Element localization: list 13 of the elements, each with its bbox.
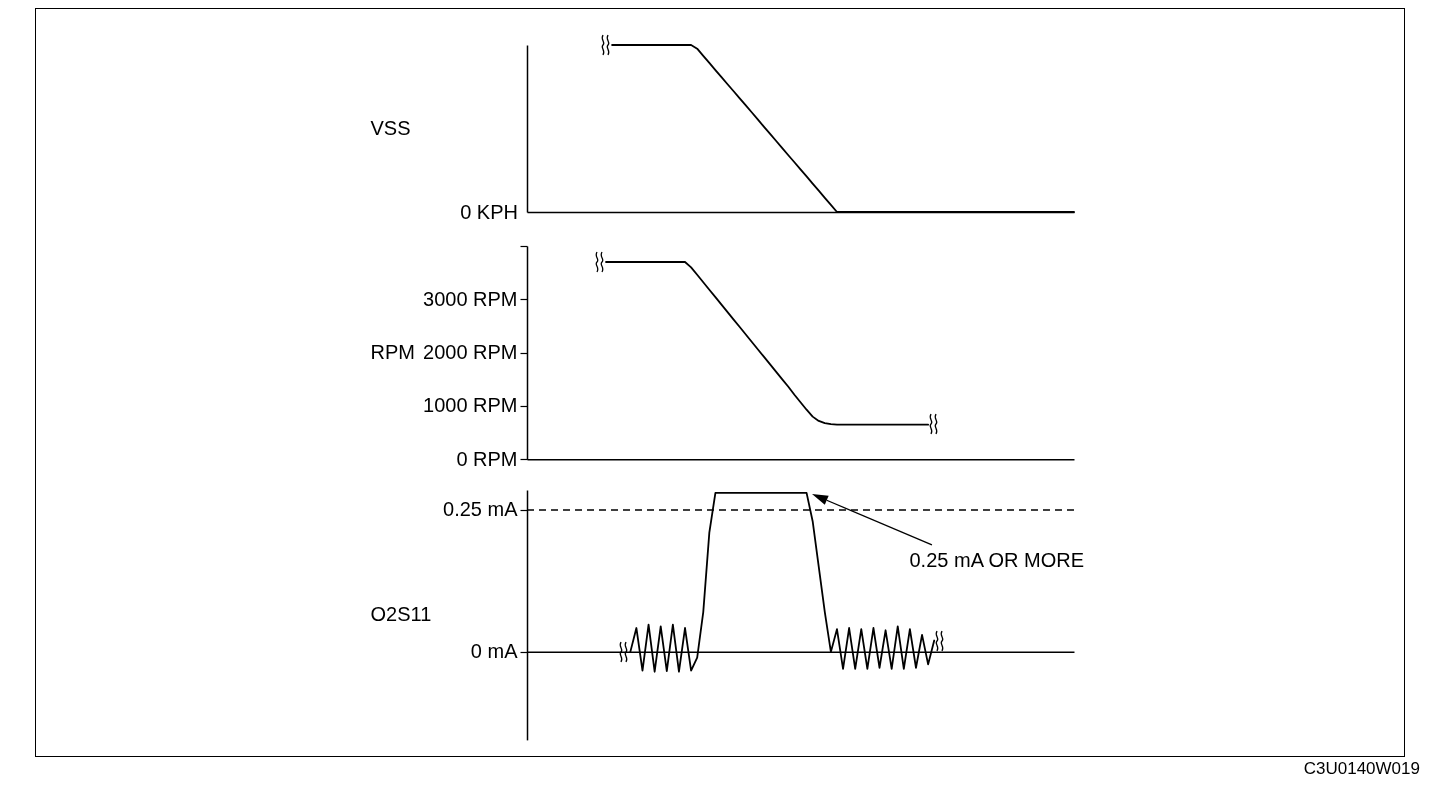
text: C3U0140W019 (1303, 759, 1420, 779)
annotation: 0.25 mA OR MORE (909, 549, 1084, 573)
y-tick-label: 0 RPM (456, 447, 518, 470)
y-tick-label: 2000 RPM (423, 340, 518, 363)
y-axis-title: RPM (370, 340, 415, 363)
text: 0 KPH (460, 200, 518, 224)
y-tick-label: 1000 RPM (423, 394, 518, 417)
y-tick-label: 0.25 mA (443, 498, 519, 521)
line-series (605, 260, 930, 426)
y-axis-title: O2S11 (370, 603, 432, 626)
y-tick-label: 3000 RPM (423, 287, 518, 310)
y-tick-label: 0 mA (470, 640, 519, 663)
y-axis-title: VSS (370, 117, 411, 139)
